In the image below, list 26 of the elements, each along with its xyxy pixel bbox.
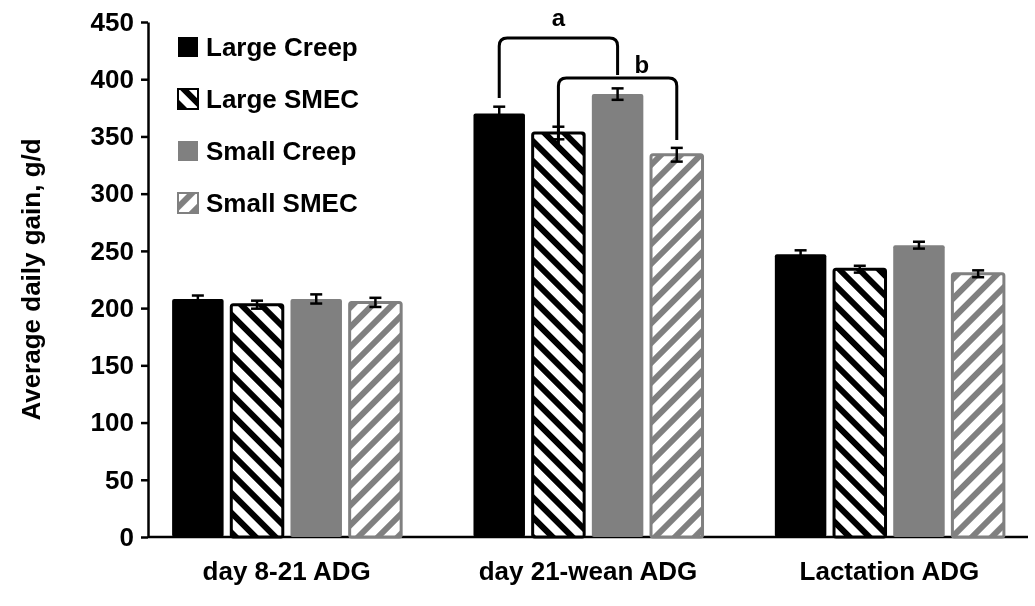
- y-tick-label: 250: [90, 235, 134, 266]
- y-tick-label: 150: [90, 350, 134, 381]
- y-tick-label: 50: [105, 464, 134, 495]
- annotation: b: [634, 51, 650, 78]
- y-tick-label: 0: [119, 521, 134, 552]
- legend-label: Large Creep: [206, 32, 358, 62]
- bar: [950, 272, 1006, 539]
- x-tick-label: Lactation ADG: [799, 556, 980, 587]
- x-tick-label: day 8-21 ADG: [202, 556, 371, 587]
- y-axis-title: Average daily gain, g/d: [16, 138, 46, 421]
- legend-label: Small SMEC: [206, 188, 358, 218]
- y-tick-label: 450: [90, 6, 134, 37]
- legend-label: Large SMEC: [206, 84, 360, 114]
- x-tick-label: day 21-wean ADG: [478, 556, 698, 587]
- annotation: a: [551, 4, 566, 31]
- y-tick-label: 300: [90, 178, 134, 209]
- y-tick-label: 200: [90, 292, 134, 323]
- bar: [893, 245, 945, 537]
- y-tick-label: 100: [90, 407, 134, 438]
- bar: [290, 298, 342, 537]
- bar: [591, 94, 644, 537]
- y-tick-label: 350: [90, 121, 134, 152]
- bar: [348, 300, 403, 539]
- legend-label: Small Creep: [206, 136, 357, 166]
- bar: [649, 153, 705, 539]
- y-tick-label: 400: [90, 64, 134, 95]
